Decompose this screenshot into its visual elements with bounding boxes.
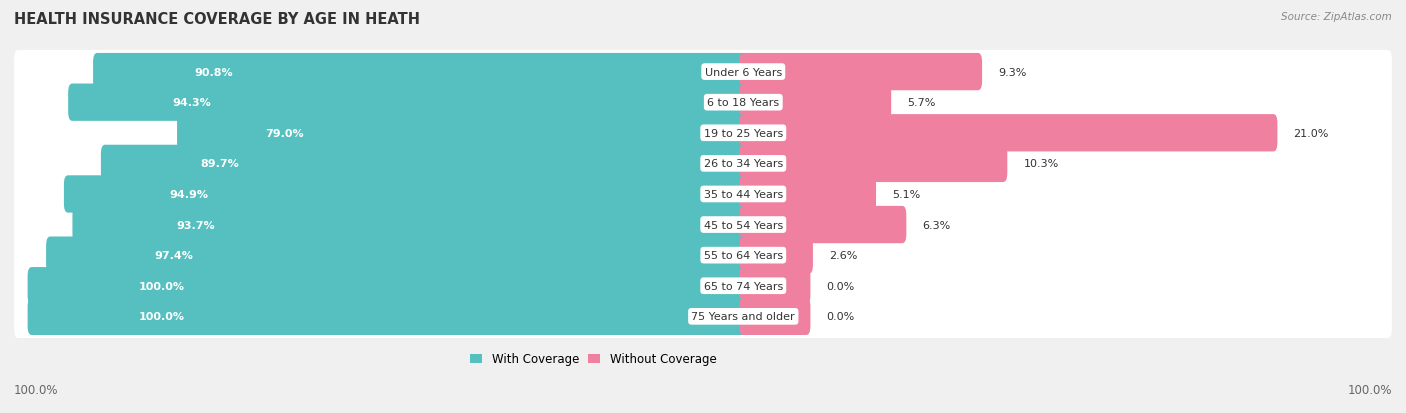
FancyBboxPatch shape [14, 264, 1392, 308]
Text: 21.0%: 21.0% [1294, 128, 1329, 138]
FancyBboxPatch shape [14, 112, 1392, 155]
FancyBboxPatch shape [28, 298, 748, 335]
Text: 75 Years and older: 75 Years and older [692, 311, 796, 322]
Text: 100.0%: 100.0% [138, 281, 184, 291]
Text: 100.0%: 100.0% [14, 384, 59, 396]
FancyBboxPatch shape [14, 234, 1392, 277]
Text: 55 to 64 Years: 55 to 64 Years [704, 251, 783, 261]
Text: 19 to 25 Years: 19 to 25 Years [703, 128, 783, 138]
FancyBboxPatch shape [46, 237, 748, 274]
FancyBboxPatch shape [67, 84, 748, 121]
Text: 100.0%: 100.0% [138, 311, 184, 322]
FancyBboxPatch shape [740, 206, 907, 244]
Text: 5.7%: 5.7% [907, 98, 935, 108]
Text: 94.3%: 94.3% [173, 98, 212, 108]
Text: Under 6 Years: Under 6 Years [704, 67, 782, 77]
FancyBboxPatch shape [14, 295, 1392, 338]
FancyBboxPatch shape [177, 115, 748, 152]
FancyBboxPatch shape [14, 81, 1392, 125]
FancyBboxPatch shape [740, 54, 981, 91]
Text: 6.3%: 6.3% [922, 220, 950, 230]
Text: 2.6%: 2.6% [830, 251, 858, 261]
FancyBboxPatch shape [740, 298, 810, 335]
Text: 0.0%: 0.0% [827, 281, 855, 291]
FancyBboxPatch shape [28, 268, 748, 305]
Text: 45 to 54 Years: 45 to 54 Years [703, 220, 783, 230]
Text: 35 to 44 Years: 35 to 44 Years [703, 190, 783, 199]
FancyBboxPatch shape [93, 54, 748, 91]
FancyBboxPatch shape [740, 268, 810, 305]
Text: 93.7%: 93.7% [177, 220, 215, 230]
Text: 94.9%: 94.9% [169, 190, 208, 199]
Text: 89.7%: 89.7% [201, 159, 239, 169]
FancyBboxPatch shape [14, 51, 1392, 94]
FancyBboxPatch shape [740, 145, 1007, 183]
Text: 26 to 34 Years: 26 to 34 Years [703, 159, 783, 169]
Text: 90.8%: 90.8% [194, 67, 232, 77]
FancyBboxPatch shape [740, 115, 1278, 152]
FancyBboxPatch shape [73, 206, 748, 244]
FancyBboxPatch shape [14, 142, 1392, 185]
Text: 10.3%: 10.3% [1024, 159, 1059, 169]
Text: 5.1%: 5.1% [893, 190, 921, 199]
FancyBboxPatch shape [14, 173, 1392, 216]
Legend: With Coverage, Without Coverage: With Coverage, Without Coverage [465, 348, 721, 370]
Text: 0.0%: 0.0% [827, 311, 855, 322]
Text: 9.3%: 9.3% [998, 67, 1026, 77]
FancyBboxPatch shape [740, 237, 813, 274]
FancyBboxPatch shape [740, 176, 876, 213]
Text: 100.0%: 100.0% [1347, 384, 1392, 396]
FancyBboxPatch shape [101, 145, 748, 183]
Text: 65 to 74 Years: 65 to 74 Years [703, 281, 783, 291]
Text: 6 to 18 Years: 6 to 18 Years [707, 98, 779, 108]
FancyBboxPatch shape [740, 84, 891, 121]
Text: 97.4%: 97.4% [155, 251, 193, 261]
Text: HEALTH INSURANCE COVERAGE BY AGE IN HEATH: HEALTH INSURANCE COVERAGE BY AGE IN HEAT… [14, 12, 420, 27]
Text: Source: ZipAtlas.com: Source: ZipAtlas.com [1281, 12, 1392, 22]
Text: 79.0%: 79.0% [266, 128, 304, 138]
FancyBboxPatch shape [63, 176, 748, 213]
FancyBboxPatch shape [14, 203, 1392, 247]
